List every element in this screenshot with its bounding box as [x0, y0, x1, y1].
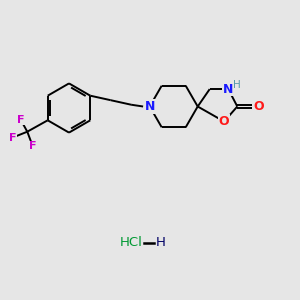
Text: HCl: HCl	[120, 236, 142, 250]
Text: N: N	[145, 100, 155, 113]
Text: F: F	[8, 133, 16, 143]
Text: O: O	[219, 115, 230, 128]
Text: F: F	[29, 141, 36, 151]
Text: N: N	[223, 82, 233, 96]
Text: H: H	[156, 236, 166, 250]
Text: O: O	[253, 100, 264, 113]
Text: F: F	[17, 115, 24, 125]
Text: H: H	[233, 80, 241, 90]
